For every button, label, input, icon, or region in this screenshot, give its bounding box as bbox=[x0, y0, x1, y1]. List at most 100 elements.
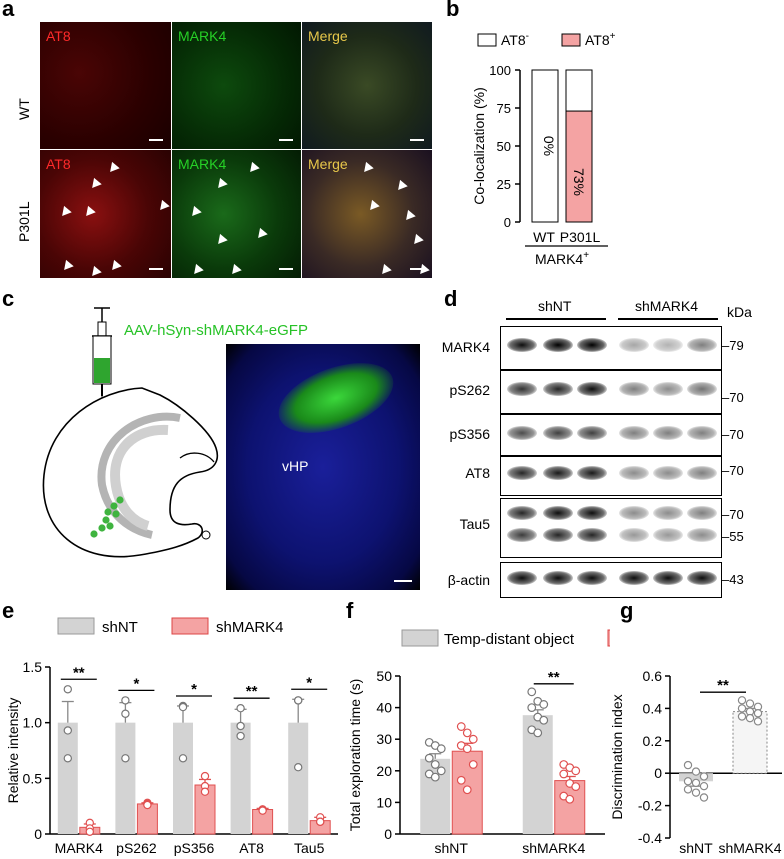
legend-swatch-at8-neg bbox=[477, 33, 497, 47]
y-tick-label: 75 bbox=[497, 101, 511, 116]
blot-label-tau5: Tau5 bbox=[459, 516, 490, 532]
blot-band bbox=[653, 506, 683, 520]
x-tick-p301l: P301L bbox=[560, 229, 601, 245]
data-point bbox=[533, 728, 543, 738]
blot-band bbox=[543, 571, 573, 585]
data-point bbox=[121, 754, 130, 763]
y-tick-label: 10 bbox=[376, 794, 392, 810]
x-tick-label: pS262 bbox=[116, 840, 157, 856]
data-point bbox=[699, 772, 709, 781]
x-tick-label: Tau5 bbox=[294, 840, 325, 856]
blot-label-ps356: pS356 bbox=[449, 426, 490, 442]
mw-70-a: –70 bbox=[722, 390, 744, 405]
data-point bbox=[753, 709, 763, 718]
blot-strip bbox=[500, 456, 722, 496]
blot-label-at8: AT8 bbox=[465, 465, 490, 481]
scale-bar bbox=[279, 268, 293, 270]
y-tick-label: 30 bbox=[376, 731, 392, 747]
y-tick-label: 0.6 bbox=[643, 668, 663, 684]
y-tick-label: 40 bbox=[376, 700, 392, 716]
blot-band bbox=[543, 382, 573, 396]
data-point bbox=[200, 787, 210, 796]
brain-section-image: vHP bbox=[226, 344, 420, 590]
data-point bbox=[559, 769, 569, 779]
data-point bbox=[63, 726, 73, 735]
blot-band bbox=[653, 338, 683, 352]
legend-swatch-recent bbox=[607, 629, 610, 647]
data-point bbox=[699, 781, 709, 791]
channel-label: MARK4 bbox=[178, 28, 227, 44]
scale-bar bbox=[149, 139, 163, 141]
data-point bbox=[539, 700, 549, 709]
significance-marker: ** bbox=[548, 669, 560, 686]
region-label-vhp: vHP bbox=[282, 458, 309, 474]
data-point bbox=[571, 782, 581, 792]
blot-band bbox=[543, 426, 573, 440]
channel-label: MARK4 bbox=[178, 156, 227, 172]
row-label-p301l: P301L bbox=[16, 201, 32, 242]
blot-label-beta-actin: β-actin bbox=[447, 572, 490, 588]
blot-band bbox=[687, 426, 717, 440]
legend-label-shmark4: shMARK4 bbox=[216, 619, 284, 636]
blot-strip bbox=[500, 370, 722, 414]
blot-band bbox=[577, 426, 607, 440]
data-point bbox=[236, 731, 245, 741]
y-tick-label: 0.4 bbox=[643, 700, 663, 716]
blot-band bbox=[577, 382, 607, 396]
blot-band bbox=[577, 506, 607, 520]
data-point bbox=[527, 687, 537, 697]
y-tick-label: 0 bbox=[384, 826, 392, 842]
bar-at8-pos bbox=[565, 110, 593, 223]
blot-band bbox=[507, 426, 537, 440]
blot-label-ps262: pS262 bbox=[449, 382, 490, 398]
y-tick-label: -0.2 bbox=[638, 798, 662, 814]
micrograph-wt-mark4: MARK4 bbox=[172, 22, 301, 149]
data-point bbox=[462, 785, 472, 795]
mw-70-c: –70 bbox=[722, 463, 744, 478]
ventricle-line bbox=[179, 452, 215, 463]
x-group-label: MARK4+ bbox=[535, 250, 589, 267]
significance-marker: ** bbox=[717, 677, 729, 694]
data-point bbox=[753, 717, 763, 726]
data-point bbox=[737, 712, 747, 721]
scale-bar bbox=[149, 268, 163, 270]
bar bbox=[115, 722, 136, 834]
blot-band bbox=[653, 426, 683, 440]
channel-label: Merge bbox=[308, 28, 348, 44]
data-point bbox=[468, 734, 478, 744]
legend-label-distant: Temp-distant object bbox=[444, 631, 575, 648]
y-axis-label: Total exploration time (s) bbox=[347, 679, 363, 832]
panel-f-letter: f bbox=[346, 598, 354, 623]
data-point bbox=[571, 766, 581, 776]
x-tick-label: MARK4 bbox=[55, 840, 103, 856]
data-point bbox=[236, 721, 245, 731]
bar-at8-neg bbox=[531, 69, 559, 223]
data-point bbox=[430, 760, 440, 769]
blot-band bbox=[577, 528, 607, 542]
x-tick-label: shMARK4 bbox=[522, 840, 585, 856]
data-point bbox=[430, 772, 440, 782]
data-point bbox=[316, 817, 325, 826]
bar bbox=[288, 722, 309, 834]
bar-label-p301l: 73% bbox=[571, 168, 587, 196]
blot-band bbox=[577, 338, 607, 352]
legend-swatch-distant bbox=[401, 629, 439, 647]
significance-marker: ** bbox=[73, 664, 85, 681]
blot-band bbox=[687, 528, 717, 542]
blot-band bbox=[619, 506, 649, 520]
scale-bar bbox=[410, 139, 424, 141]
blot-label-mark4: MARK4 bbox=[441, 339, 490, 355]
legend-swatch-shnt bbox=[57, 617, 95, 635]
legend-swatch-shmark4 bbox=[171, 617, 209, 635]
y-tick-label: 100 bbox=[489, 63, 511, 78]
mw-70-b: –70 bbox=[722, 427, 744, 442]
panel-c-letter: c bbox=[2, 286, 15, 311]
blot-band bbox=[687, 338, 717, 352]
blot-band bbox=[619, 426, 649, 440]
data-point bbox=[462, 744, 472, 754]
scale-bar bbox=[394, 580, 412, 582]
y-tick-label: 50 bbox=[376, 668, 392, 684]
blot-band bbox=[653, 466, 683, 480]
x-tick-label: AT8 bbox=[239, 840, 264, 856]
legend-label-shnt: shNT bbox=[102, 619, 138, 636]
